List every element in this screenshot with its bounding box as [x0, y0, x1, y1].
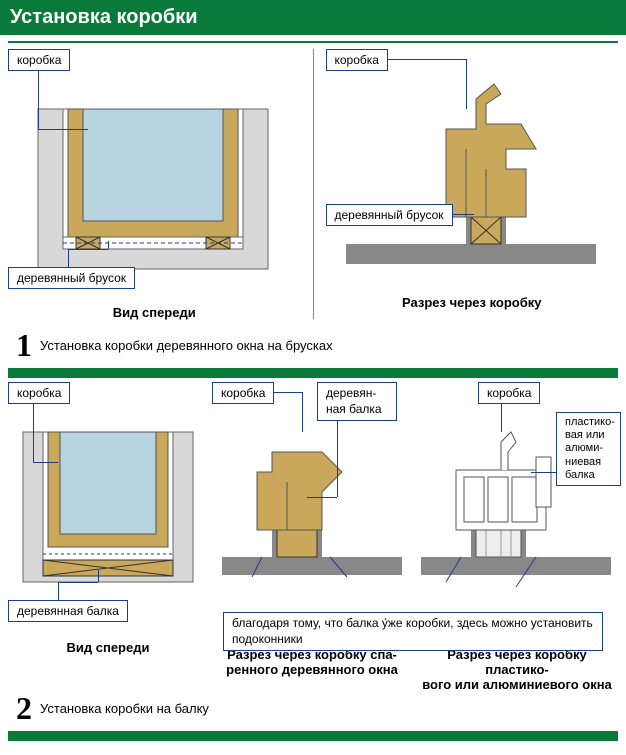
caption-2-mid: Разрез через коробку спа- ренного деревя… — [212, 647, 412, 677]
label-box-frame: коробка — [478, 382, 540, 404]
label-box-frame: коробка — [212, 382, 274, 404]
divider — [8, 41, 618, 43]
step-num: 1 — [16, 327, 32, 364]
step-text: Установка коробки деревянного окна на бр… — [40, 338, 333, 353]
panel-1-right: коробка деревянный брусок Разрез через к… — [326, 49, 619, 319]
label-beam: пластико- вая или алюми- ниевая балка — [556, 412, 621, 486]
step-1: 1 Установка коробки деревянного окна на … — [16, 327, 618, 364]
title-bar: Установка коробки — [0, 0, 626, 35]
divider-thick — [8, 368, 618, 378]
vertical-divider — [313, 49, 314, 319]
step-2: 2 Установка коробки на балку — [16, 690, 618, 727]
label-box-frame: коробка — [326, 49, 388, 71]
label-block: деревянный брусок — [8, 267, 135, 289]
caption-1-left: Вид спереди — [8, 305, 301, 320]
panel-1-left: коробка деревянный брусок Вид спереди — [8, 49, 301, 319]
caption-2-left: Вид спереди — [8, 640, 208, 655]
diagram-front-1 — [8, 79, 298, 299]
section-1: коробка деревянный брусок Вид спереди ко… — [8, 49, 618, 319]
label-box-frame: коробка — [8, 49, 70, 71]
diagram-section-1 — [326, 69, 616, 289]
label-beam: деревян- ная балка — [317, 382, 397, 421]
label-beam: деревянная балка — [8, 600, 128, 622]
step-text: Установка коробки на балку — [40, 701, 209, 716]
note-sill: благодаря тому, что балка у́же коробки, … — [223, 612, 603, 651]
divider-thick-bottom — [8, 731, 618, 741]
caption-2-right: Разрез через коробку пластико- вого или … — [416, 647, 618, 692]
label-block: деревянный брусок — [326, 204, 453, 226]
panel-2-left: коробка деревянная балка Вид спереди — [8, 382, 208, 682]
caption-1-right: Разрез через коробку — [326, 295, 619, 310]
diagram-front-2 — [8, 412, 208, 612]
diagram-section-2 — [212, 422, 412, 607]
label-box-frame: коробка — [8, 382, 70, 404]
step-num: 2 — [16, 690, 32, 727]
